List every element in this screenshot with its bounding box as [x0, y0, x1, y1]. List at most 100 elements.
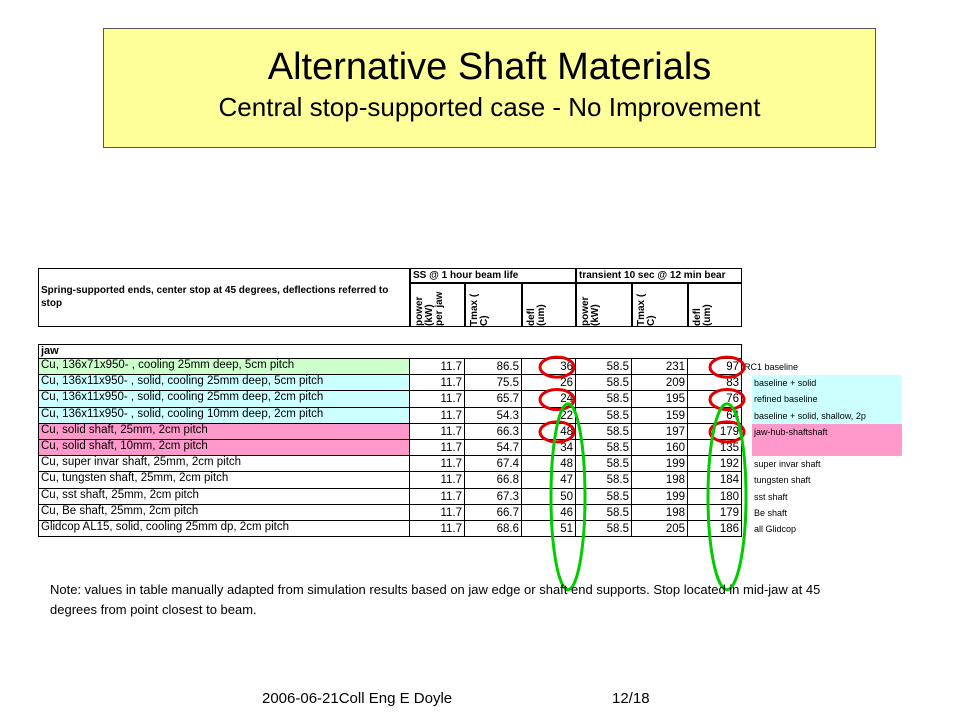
column-header-cell: defl (um)	[688, 283, 742, 327]
section-label: jaw	[41, 345, 59, 357]
row-description: Glidcop AL15, solid, cooling 25mm dp, 2c…	[38, 521, 410, 538]
footnote: Note: values in table manually adapted f…	[50, 582, 821, 617]
table-cell-value: 186	[688, 521, 742, 538]
footer-page-number: 12/18	[612, 690, 650, 707]
table-cell-value: 58.5	[576, 375, 632, 392]
table-cell-value: 46	[522, 504, 576, 521]
table-cell-value: 58.5	[576, 440, 632, 457]
row-note: RC1 baseline	[744, 362, 799, 372]
row-description: Cu, 136x11x950- , solid, cooling 25mm de…	[38, 375, 410, 392]
table-cell-value: 192	[688, 456, 742, 473]
table-cell-value: 11.7	[410, 521, 465, 538]
group-header-ss-label: SS @ 1 hour beam life	[413, 270, 519, 281]
column-header-cell: Tmax ( C)	[465, 283, 522, 327]
table-cell-value: 24	[522, 391, 576, 408]
table-cell-value: 65.7	[465, 391, 522, 408]
row-description: Cu, tungsten shaft, 25mm, 2cm pitch	[38, 472, 410, 489]
table-cell-value: 58.5	[576, 423, 632, 440]
table-cell-value: 66.3	[465, 423, 522, 440]
row-note: baseline + solid	[752, 375, 902, 392]
table-cell-value: 11.7	[410, 423, 465, 440]
table-cell-value: 11.7	[410, 504, 465, 521]
row-note: refined baseline	[752, 391, 902, 408]
row-note: all Glidcop	[754, 524, 797, 534]
table-cell-value: 66.7	[465, 504, 522, 521]
table-cell-value: 66.8	[465, 472, 522, 489]
column-header: defl (um)	[692, 304, 713, 326]
table-cell-value: 58.5	[576, 359, 632, 376]
table-cell-value: 58.5	[576, 391, 632, 408]
column-header: defl (um)	[526, 304, 547, 326]
table-cell-value: 76	[688, 391, 742, 408]
table-cell-value: 50	[522, 488, 576, 505]
table-cell-value: 179	[688, 423, 742, 440]
page-title: Alternative Shaft Materials	[267, 46, 712, 88]
table-cell-value: 11.7	[410, 359, 465, 376]
table-cell-value: 199	[632, 488, 688, 505]
table-cell-value: 75.5	[465, 375, 522, 392]
column-header-cell: power (kW) per jaw	[410, 283, 465, 327]
table-cell-value: 160	[632, 440, 688, 457]
group-header-ss: SS @ 1 hour beam life	[410, 268, 576, 283]
row-description: Cu, 136x11x950- , solid, cooling 10mm de…	[38, 407, 410, 424]
table-cell-value: 198	[632, 472, 688, 489]
table-cell-value: 209	[632, 375, 688, 392]
table-cell-value: 58.5	[576, 456, 632, 473]
table-cell-value: 54.3	[465, 407, 522, 424]
row-note: jaw-hub-shaftshaft	[752, 423, 902, 440]
row-description: Cu, 136x11x950- , solid, cooling 25mm de…	[38, 391, 410, 408]
table-cell-value: 11.7	[410, 456, 465, 473]
table-cell-value: 97	[688, 359, 742, 376]
table-cell-value: 36	[522, 359, 576, 376]
row-description: Cu, solid shaft, 25mm, 2cm pitch	[38, 423, 410, 440]
row-description: Cu, solid shaft, 10mm, 2cm pitch	[38, 440, 410, 457]
table-cell-value: 11.7	[410, 472, 465, 489]
table-cell-value: 58.5	[576, 504, 632, 521]
table-cell-value: 11.7	[410, 375, 465, 392]
table-cell-value: 83	[688, 375, 742, 392]
table-cell-value: 86.5	[465, 359, 522, 376]
table-cell-value: 48	[522, 423, 576, 440]
table-cell-value: 195	[632, 391, 688, 408]
column-header: Tmax ( C)	[636, 293, 657, 326]
row-note: super invar shaft	[754, 459, 821, 470]
table-cell-value: 58.5	[576, 488, 632, 505]
row-description: Cu, 136x71x950- , cooling 25mm deep, 5cm…	[38, 359, 410, 376]
title-box: Alternative Shaft Materials Central stop…	[103, 28, 876, 148]
table-cell-value: 159	[632, 407, 688, 424]
table-cell-value: 11.7	[410, 391, 465, 408]
table-cell-value: 199	[632, 456, 688, 473]
table-cell-value: 51	[522, 521, 576, 538]
row-note: Be shaft	[754, 507, 788, 518]
row-description: Cu, Be shaft, 25mm, 2cm pitch	[38, 504, 410, 521]
column-header: power (kW)	[580, 296, 601, 326]
row-note: tungsten shaft	[754, 475, 811, 486]
table-cell-value: 58.5	[576, 407, 632, 424]
table-cell-value: 180	[688, 488, 742, 505]
table-cell-value: 11.7	[410, 407, 465, 424]
table-cell-value: 198	[632, 504, 688, 521]
table-cell-value: 11.7	[410, 488, 465, 505]
row-description: Cu, sst shaft, 25mm, 2cm pitch	[38, 488, 410, 505]
row-note: sst shaft	[754, 491, 788, 502]
table-cell-value: 67.4	[465, 456, 522, 473]
column-header: Tmax ( C)	[469, 293, 490, 326]
page-subtitle: Central stop-supported case - No Improve…	[218, 92, 761, 122]
table-cell-value: 205	[632, 521, 688, 538]
column-header: power (kW) per jaw	[414, 291, 445, 326]
table-cell-value: 67.3	[465, 488, 522, 505]
table-cell-value: 58.5	[576, 521, 632, 538]
table-cell-value: 34	[522, 440, 576, 457]
group-header-transient: transient 10 sec @ 12 min bear	[576, 268, 742, 283]
table-cell-value: 48	[522, 456, 576, 473]
table-cell-value: 135	[688, 440, 742, 457]
header-description-cell: Spring-supported ends, center stop at 45…	[38, 268, 410, 327]
row-note	[752, 440, 902, 457]
column-header-cell: Tmax ( C)	[632, 283, 688, 327]
table-cell-value: 54.7	[465, 440, 522, 457]
group-header-transient-label: transient 10 sec @ 12 min bear	[579, 270, 726, 281]
table-cell-value: 47	[522, 472, 576, 489]
table-cell-value: 197	[632, 423, 688, 440]
row-note: baseline + solid, shallow, 2p	[752, 407, 902, 424]
